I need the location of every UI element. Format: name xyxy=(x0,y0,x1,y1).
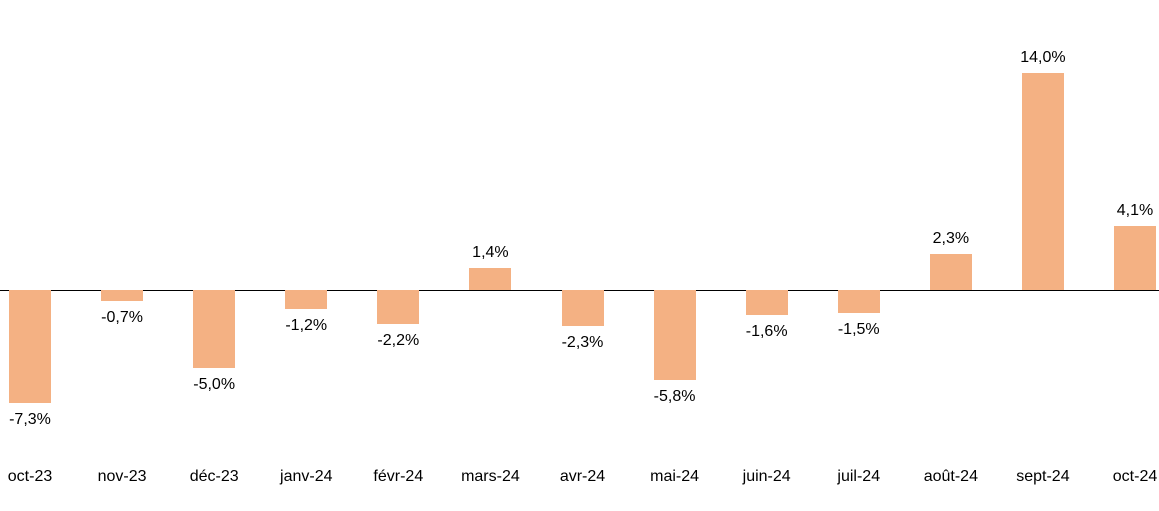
category-label: juin-24 xyxy=(743,468,791,486)
category-label: oct-24 xyxy=(1113,468,1157,486)
category-label: mars-24 xyxy=(461,468,520,486)
bar xyxy=(654,290,696,380)
bar xyxy=(101,290,143,301)
bar xyxy=(746,290,788,315)
category-label: nov-23 xyxy=(98,468,147,486)
bar xyxy=(193,290,235,368)
bar xyxy=(562,290,604,326)
category-label: juil-24 xyxy=(837,468,880,486)
bar xyxy=(838,290,880,313)
bar xyxy=(469,268,511,290)
bar-value-label: 4,1% xyxy=(1117,202,1153,220)
bar-value-label: 1,4% xyxy=(472,244,508,262)
category-label: janv-24 xyxy=(280,468,332,486)
bar-value-label: -0,7% xyxy=(101,309,143,327)
bar-value-label: -1,5% xyxy=(838,321,880,339)
category-label: mai-24 xyxy=(650,468,699,486)
bar xyxy=(1022,73,1064,290)
bar-value-label: -1,2% xyxy=(285,317,327,335)
bar-value-label: -1,6% xyxy=(746,323,788,341)
bar-value-label: 14,0% xyxy=(1020,49,1065,67)
bar-value-label: -2,3% xyxy=(562,334,604,352)
bar xyxy=(930,254,972,290)
bar-value-label: -7,3% xyxy=(9,411,51,429)
category-label: févr-24 xyxy=(373,468,423,486)
bar-value-label: -5,0% xyxy=(193,376,235,394)
bar-value-label: 2,3% xyxy=(933,230,969,248)
bar xyxy=(9,290,51,403)
category-label: déc-23 xyxy=(190,468,239,486)
category-label: août-24 xyxy=(924,468,978,486)
bar-chart: -7,3% oct-23 -0,7% nov-23 -5,0% déc-23 -1,2% ja… xyxy=(0,0,1159,511)
bar-value-label: -2,2% xyxy=(377,332,419,350)
bar xyxy=(285,290,327,309)
category-label: sept-24 xyxy=(1016,468,1069,486)
category-label: avr-24 xyxy=(560,468,605,486)
bar-value-label: -5,8% xyxy=(654,388,696,406)
bar xyxy=(1114,226,1156,290)
category-label: oct-23 xyxy=(8,468,52,486)
bar xyxy=(377,290,419,324)
